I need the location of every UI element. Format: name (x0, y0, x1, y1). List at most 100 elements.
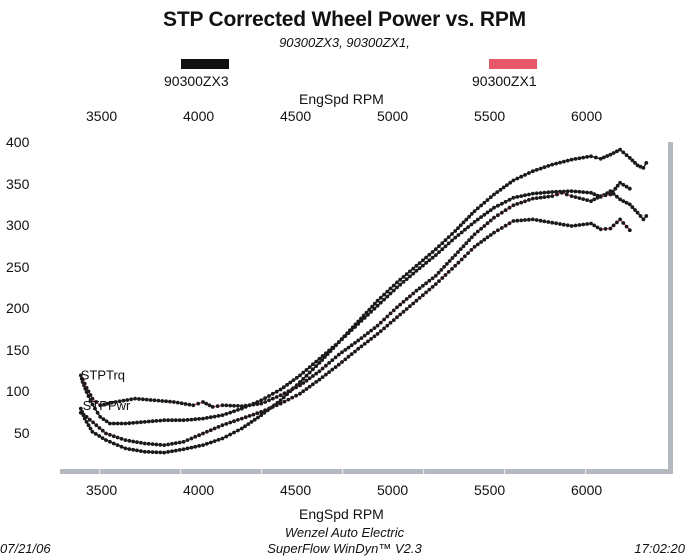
data-point (495, 190, 500, 195)
data-point (391, 308, 396, 313)
data-point (298, 391, 302, 396)
data-point (503, 199, 508, 204)
data-point (433, 253, 438, 257)
data-point (185, 438, 190, 442)
data-point (624, 184, 629, 189)
data-point (456, 226, 460, 231)
data-point (133, 396, 138, 401)
data-point (408, 294, 412, 299)
data-point (307, 384, 312, 389)
data-point (411, 291, 416, 296)
data-point (304, 368, 309, 372)
data-point (458, 223, 463, 228)
data-point (492, 215, 496, 220)
data-point (135, 448, 139, 453)
data-point (627, 202, 632, 207)
data-point (411, 301, 416, 306)
data-point (139, 440, 143, 445)
data-point (246, 422, 251, 426)
data-point (333, 343, 338, 347)
x-tick-top: 4500 (280, 108, 312, 124)
data-point (366, 331, 370, 335)
data-point (492, 230, 496, 235)
data-point (618, 217, 622, 222)
data-point (488, 218, 493, 223)
data-point (385, 289, 390, 294)
data-point (320, 366, 325, 371)
data-point (585, 222, 589, 226)
data-point (270, 391, 275, 396)
data-point (414, 268, 419, 273)
y-tick: 400 (6, 134, 30, 150)
x-axis-frame-gap (180, 469, 182, 474)
x-axis-frame-gap (261, 469, 263, 474)
data-point (131, 421, 136, 425)
data-point (482, 200, 487, 205)
data-point (492, 192, 496, 197)
legend-swatch-zx1 (489, 59, 537, 69)
data-point (123, 438, 128, 442)
data-point (592, 223, 597, 228)
data-point (232, 430, 236, 435)
data-point (150, 419, 155, 424)
data-point (278, 387, 283, 392)
data-point (220, 436, 225, 441)
data-point (353, 325, 357, 329)
data-point (220, 403, 225, 408)
data-point (569, 189, 574, 194)
data-point (417, 286, 422, 291)
data-point (301, 381, 306, 385)
legend-swatch-zx3 (181, 59, 229, 69)
data-point (443, 273, 448, 277)
data-point (236, 418, 240, 422)
data-point (95, 410, 100, 415)
data-point (88, 426, 93, 431)
data-point (555, 192, 559, 197)
data-point (150, 450, 155, 454)
data-point (102, 402, 106, 407)
data-point (324, 351, 328, 356)
data-point (353, 341, 357, 345)
data-point (421, 293, 425, 298)
data-point (356, 322, 361, 326)
data-point (375, 332, 380, 336)
data-point (463, 254, 467, 259)
data-point (458, 247, 463, 252)
y-tick: 350 (6, 175, 30, 192)
data-point (187, 402, 192, 407)
data-point (482, 237, 487, 242)
data-point (298, 380, 302, 384)
data-point (160, 399, 165, 403)
data-point (463, 227, 467, 232)
data-point (239, 404, 244, 408)
data-point (175, 400, 180, 405)
data-point (424, 261, 428, 265)
data-point (369, 328, 373, 333)
data-point (125, 398, 130, 402)
data-point (173, 448, 178, 453)
data-point (324, 372, 328, 377)
data-point (589, 190, 593, 195)
data-point (108, 421, 112, 426)
data-point (515, 176, 520, 181)
data-point (197, 433, 202, 438)
data-point (472, 244, 477, 249)
data-point (511, 203, 516, 208)
data-point (569, 224, 574, 228)
data-point (123, 421, 128, 426)
data-point (561, 222, 566, 227)
data-point (618, 197, 622, 202)
data-point (573, 223, 578, 228)
data-point (436, 270, 441, 275)
annotation-label: STPPwr (83, 398, 131, 413)
data-point (638, 164, 643, 169)
data-point (585, 155, 589, 159)
data-point (618, 180, 622, 185)
data-point (598, 156, 603, 161)
data-point (259, 413, 264, 418)
data-point (336, 340, 341, 345)
data-point (508, 180, 513, 185)
data-point (78, 373, 83, 378)
series-line (82, 181, 631, 408)
data-point (162, 443, 167, 447)
